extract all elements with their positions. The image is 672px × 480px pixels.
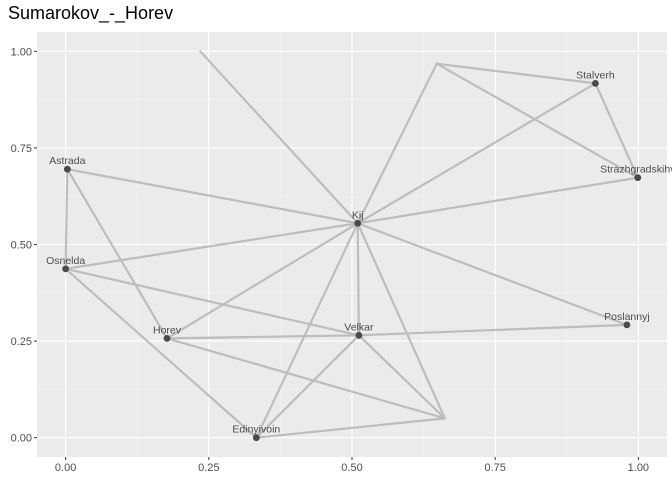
y-tick-label: 0.50 [11,240,32,252]
edge [165,337,446,420]
axes: 0.00 0.25 0.50 0.75 1.00 0.00 0.25 0.50 0.75 1.00 [11,46,649,474]
edge [255,222,359,439]
x-tick-label: 0.50 [341,462,362,474]
edge [64,168,69,270]
edge [435,62,597,85]
node-label: Edinyivoin [232,424,280,436]
node-labels: Astrada Osnelda Horev Edinyivoin Kij Velkar St… [46,69,672,435]
node-point [163,334,171,342]
edge [356,176,639,225]
node-point [252,434,260,442]
x-tick-label: 0.00 [55,462,76,474]
node-label: Velkar [344,321,374,333]
node-point [355,331,363,339]
chart-title: Sumarokov_-_Horev [8,3,174,23]
edges [64,50,639,439]
y-tick-label: 0.75 [11,143,32,155]
x-tick-label: 0.75 [484,462,505,474]
node-point [354,219,362,227]
edge [357,323,629,337]
node-point [63,165,71,173]
node-point [62,265,70,273]
node-label: Strazhgradskihv [600,164,672,176]
node-label: Stalverh [576,69,615,81]
edge [356,222,446,420]
edge [357,334,446,420]
x-tick-label: 1.00 [628,462,649,474]
edge [255,417,446,439]
edge [165,222,359,340]
nodes [62,79,642,442]
edge [64,222,359,270]
node-point [623,321,631,329]
node-label: Kij [352,209,364,221]
node-label: Astrada [49,155,85,167]
y-tick-label: 1.00 [11,46,32,58]
edge [255,334,360,439]
grid [37,32,667,457]
edge [66,168,169,340]
node-point [634,174,642,182]
node-label: Horev [153,324,182,336]
edge [356,222,629,326]
node-point [592,79,599,87]
edge [594,82,639,179]
edge [64,267,258,439]
edge [199,50,359,225]
node-label: Osnelda [46,255,85,267]
x-tick-label: 0.25 [198,462,219,474]
y-tick-label: 0.00 [11,433,32,445]
edge [435,62,639,179]
edge [356,62,438,225]
y-tick-label: 0.25 [11,336,32,348]
edge [356,222,360,337]
edge [66,168,359,225]
edge [356,82,597,225]
node-label: Poslannyj [604,311,650,323]
edge [165,334,360,340]
